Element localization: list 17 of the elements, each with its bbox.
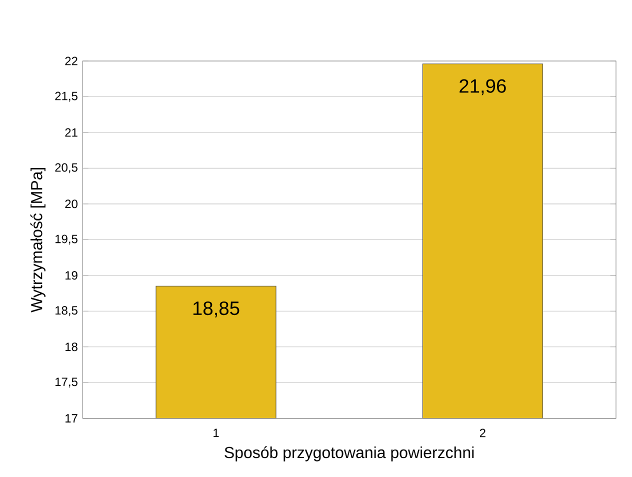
y-tick-label: 20 <box>65 200 78 208</box>
x-tick-label: 1 <box>214 428 219 437</box>
y-tick-label: 18 <box>66 342 78 352</box>
x-axis-title: Sposób przygotowania powierzchni <box>224 446 474 462</box>
y-tick-label: 22 <box>65 56 78 66</box>
y-tick-label: 17 <box>66 414 78 422</box>
y-tick-label: 17,5 <box>56 378 78 388</box>
data-label: 21,96 <box>460 79 506 96</box>
y-axis-title: Wytrzymałość [MPa] <box>30 168 46 312</box>
y-tick-label: 19,5 <box>56 234 78 245</box>
y-tick-label: 18,5 <box>56 306 78 316</box>
y-tick-label: 20,5 <box>55 163 78 174</box>
x-tick-label: 2 <box>480 428 486 438</box>
y-tick-label: 21 <box>65 128 78 137</box>
y-tick-label: 19 <box>66 271 78 280</box>
y-tick-label: 21,5 <box>55 92 78 102</box>
data-label: 18,85 <box>193 301 240 318</box>
